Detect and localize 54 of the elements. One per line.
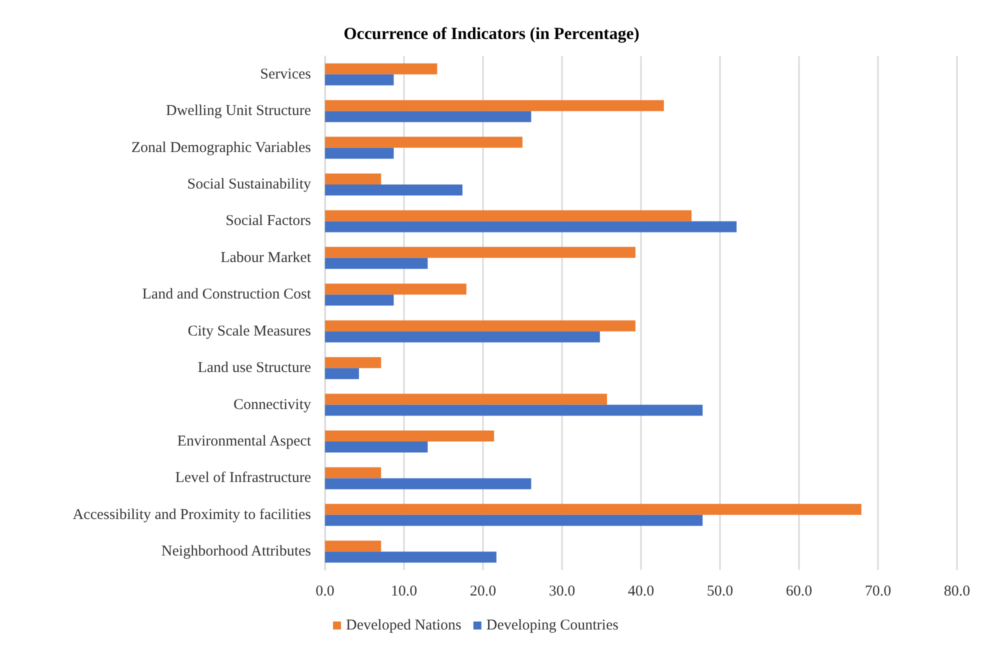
- legend-label: Developing Countries: [486, 618, 619, 634]
- y-tick-label: Accessibility and Proximity to facilities: [72, 506, 312, 523]
- bar: [325, 174, 382, 184]
- y-tick-label: Services: [260, 66, 312, 82]
- y-tick-label: Neighborhood Attributes: [161, 544, 312, 560]
- y-tick-label: Environmental Aspect: [177, 434, 312, 450]
- bar: [325, 368, 359, 380]
- y-tick-label: Dwelling Unit Structure: [166, 103, 312, 120]
- bar: [325, 221, 737, 232]
- x-tick-label: 60.0: [786, 584, 812, 600]
- bar: [325, 148, 394, 159]
- bar: [325, 504, 862, 515]
- y-tick-label: Social Sustainability: [187, 176, 312, 192]
- y-tick-label: City Scale Measures: [188, 323, 312, 340]
- bar: [325, 320, 636, 332]
- y-tick-label: Zonal Demographic Variables: [131, 140, 312, 156]
- legend-label: Developed Nations: [346, 618, 462, 634]
- x-tick-label: 10.0: [390, 584, 418, 600]
- x-tick-label: 70.0: [864, 584, 892, 600]
- bar: [325, 552, 496, 563]
- bar: [325, 478, 532, 490]
- bar: [325, 111, 532, 122]
- bar: [325, 100, 664, 112]
- bar: [325, 294, 394, 306]
- bar: [325, 258, 428, 269]
- bar: [325, 467, 382, 478]
- y-tick-label: Labour Market: [220, 250, 312, 266]
- bar: [325, 430, 494, 442]
- x-tick-label: 20.0: [470, 584, 496, 600]
- bar: [325, 404, 703, 416]
- y-tick-label: Land use Structure: [198, 360, 312, 376]
- bar: [325, 540, 382, 552]
- x-tick-label: 0.0: [316, 584, 334, 600]
- chart-title: Occurrence of Indicators (in Percentage): [344, 24, 640, 43]
- x-tick-label: 80.0: [944, 584, 970, 600]
- y-tick-label: Connectivity: [234, 396, 312, 413]
- bar: [325, 394, 608, 405]
- bar: [325, 514, 703, 526]
- bar: [325, 184, 462, 196]
- bar: [325, 357, 382, 368]
- y-tick-label: Level of Infrastructure: [175, 470, 312, 486]
- bar: [325, 442, 428, 452]
- bar: [325, 136, 522, 148]
- y-tick-label: Land and Construction Cost: [142, 286, 312, 303]
- bar: [325, 246, 636, 258]
- y-tick-label: Social Factors: [226, 213, 312, 230]
- bar: [325, 210, 692, 222]
- bar: [325, 74, 394, 86]
- bar: [325, 284, 466, 295]
- bar: [325, 63, 438, 74]
- bar: [325, 331, 600, 342]
- x-tick-label: 40.0: [628, 584, 654, 600]
- x-tick-label: 30.0: [548, 584, 576, 600]
- x-tick-label: 50.0: [706, 584, 734, 600]
